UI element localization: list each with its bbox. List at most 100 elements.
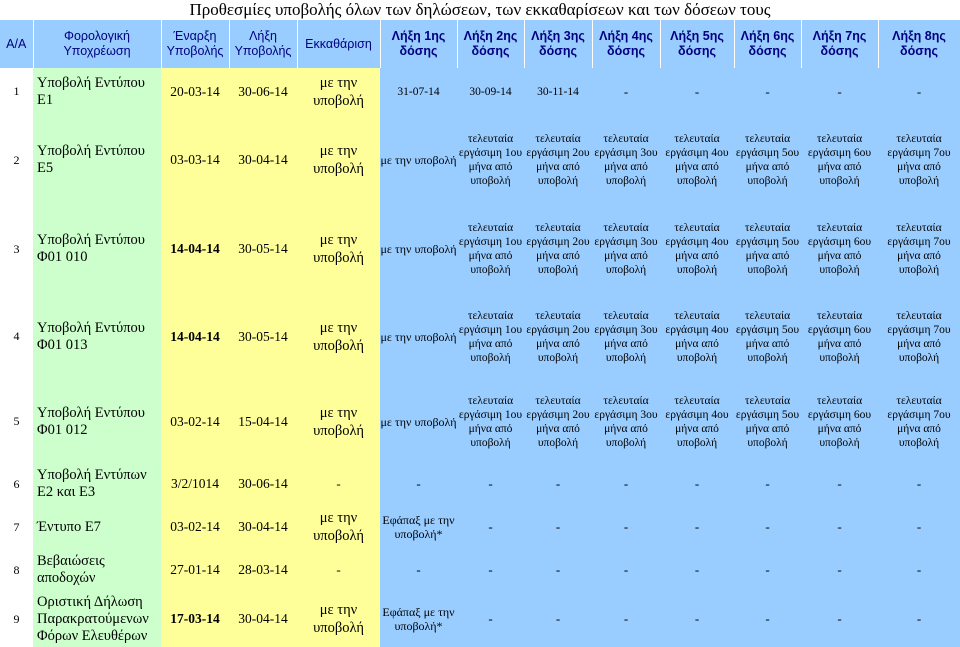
installment-7: - [801,68,878,115]
start-date: 20-03-14 [161,68,229,115]
clearance: με την υποβολή [297,205,380,293]
installment-2: τελευταία εργάσιμη 1ου μήνα από υποβολή [457,115,524,205]
row-number: 4 [0,293,33,380]
installment-7: τελευταία εργάσιμη 6ου μήνα από υποβολή [801,205,878,293]
table-row: 4 Υποβολή Εντύπου Φ01 013 14-04-14 30-05… [0,293,960,380]
installment-5: τελευταία εργάσιμη 4ου μήνα από υποβολή [660,380,734,463]
installment-4: - [592,68,660,115]
start-date: 03-02-14 [161,380,229,463]
clearance: με την υποβολή [297,591,380,647]
clearance: με την υποβολή [297,380,380,463]
installment-4: - [592,549,660,591]
table-body: 1 Υποβολή Εντύπου Ε1 20-03-14 30-06-14 μ… [0,68,960,647]
header-end: Λήξη Υποβολής [229,20,298,68]
installment-6: - [734,68,801,115]
installment-2: τελευταία εργάσιμη 1ου μήνα από υποβολή [457,293,524,380]
installment-1: - [380,463,457,505]
installment-8: τελευταία εργάσιμη 7ου μήνα από υποβολή [878,205,960,293]
installment-1: Εφάπαξ με την υποβολή* [380,505,457,549]
row-number: 5 [0,380,33,463]
installment-5: τελευταία εργάσιμη 4ου μήνα από υποβολή [660,293,734,380]
obligation-name: Υποβολή Εντύπων Ε2 και Ε3 [33,463,161,505]
end-date: 30-05-14 [229,293,297,380]
end-date: 15-04-14 [229,380,297,463]
start-date: 17-03-14 [161,591,229,647]
table-row: 6 Υποβολή Εντύπων Ε2 και Ε3 3/2/1014 30-… [0,463,960,505]
installment-6: τελευταία εργάσιμη 5ου μήνα από υποβολή [734,115,801,205]
obligation-name: Βεβαιώσεις αποδοχών [33,549,161,591]
header-inst5: Λήξη 5ης δόσης [660,20,735,68]
header-inst2: Λήξη 2ης δόσης [457,20,525,68]
installment-3: τελευταία εργάσιμη 2ου μήνα από υποβολή [524,205,592,293]
installment-2: τελευταία εργάσιμη 1ου μήνα από υποβολή [457,380,524,463]
installment-2: - [457,505,524,549]
clearance: με την υποβολή [297,68,380,115]
start-date: 3/2/1014 [161,463,229,505]
clearance: με την υποβολή [297,505,380,549]
header-inst7: Λήξη 7ης δόσης [801,20,879,68]
installment-8: - [878,549,960,591]
header-inst3: Λήξη 3ης δόσης [524,20,593,68]
installment-8: τελευταία εργάσιμη 7ου μήνα από υποβολή [878,293,960,380]
installment-7: - [801,591,878,647]
installment-5: - [660,505,734,549]
installment-8: τελευταία εργάσιμη 7ου μήνα από υποβολή [878,115,960,205]
installment-2: - [457,549,524,591]
installment-4: - [592,505,660,549]
installment-6: τελευταία εργάσιμη 5ου μήνα από υποβολή [734,205,801,293]
installment-5: - [660,549,734,591]
table-row: 2 Υποβολή Εντύπου Ε5 03-03-14 30-04-14 μ… [0,115,960,205]
obligation-name: Υποβολή Εντύπου Φ01 013 [33,293,161,380]
installment-5: τελευταία εργάσιμη 4ου μήνα από υποβολή [660,115,734,205]
start-date: 03-03-14 [161,115,229,205]
page-title: Προθεσμίες υποβολής όλων των δηλώσεων, τ… [189,0,771,19]
installment-3: τελευταία εργάσιμη 2ου μήνα από υποβολή [524,293,592,380]
installment-2: - [457,463,524,505]
installment-5: τελευταία εργάσιμη 4ου μήνα από υποβολή [660,205,734,293]
table-row: 8 Βεβαιώσεις αποδοχών 27-01-14 28-03-14 … [0,549,960,591]
end-date: 30-06-14 [229,68,297,115]
installment-6: - [734,549,801,591]
installment-4: τελευταία εργάσιμη 3ου μήνα από υποβολή [592,380,660,463]
row-number: 2 [0,115,33,205]
installment-3: - [524,505,592,549]
end-date: 30-04-14 [229,505,297,549]
installment-1: με την υποβολή [380,380,457,463]
installment-3: 30-11-14 [524,68,592,115]
installment-3: τελευταία εργάσιμη 2ου μήνα από υποβολή [524,115,592,205]
row-number: 1 [0,68,33,115]
installment-4: τελευταία εργάσιμη 3ου μήνα από υποβολή [592,293,660,380]
obligation-name: Οριστική Δήλωση Παρακρατούμενων Φόρων Ελ… [33,591,161,647]
installment-1: - [380,549,457,591]
row-number: 7 [0,505,33,549]
obligation-name: Έντυπο Ε7 [33,505,161,549]
start-date: 14-04-14 [161,205,229,293]
obligation-name: Υποβολή Εντύπου Φ01 012 [33,380,161,463]
end-date: 30-04-14 [229,115,297,205]
installment-6: τελευταία εργάσιμη 5ου μήνα από υποβολή [734,380,801,463]
header-inst4: Λήξη 4ης δόσης [592,20,661,68]
table-row: 3 Υποβολή Εντύπου Φ01 010 14-04-14 30-05… [0,205,960,293]
header-aa: Α/Α [0,20,34,68]
installment-3: - [524,591,592,647]
installment-8: - [878,68,960,115]
end-date: 30-05-14 [229,205,297,293]
table-row: 7 Έντυπο Ε7 03-02-14 30-04-14 με την υπο… [0,505,960,549]
obligation-name: Υποβολή Εντύπου Ε5 [33,115,161,205]
installment-8: - [878,505,960,549]
installment-1: με την υποβολή [380,115,457,205]
installment-7: - [801,463,878,505]
header-inst8: Λήξη 8ης δόσης [878,20,960,68]
clearance: - [297,463,380,505]
row-number: 3 [0,205,33,293]
installment-7: - [801,549,878,591]
installment-6: τελευταία εργάσιμη 5ου μήνα από υποβολή [734,293,801,380]
installment-3: - [524,463,592,505]
installment-2: τελευταία εργάσιμη 1ου μήνα από υποβολή [457,205,524,293]
header-inst1: Λήξη 1ης δόσης [380,20,458,68]
header-start: Έναρξη Υποβολής [161,20,230,68]
installment-1: με την υποβολή [380,293,457,380]
clearance: με την υποβολή [297,293,380,380]
installment-2: - [457,591,524,647]
installment-8: - [878,463,960,505]
